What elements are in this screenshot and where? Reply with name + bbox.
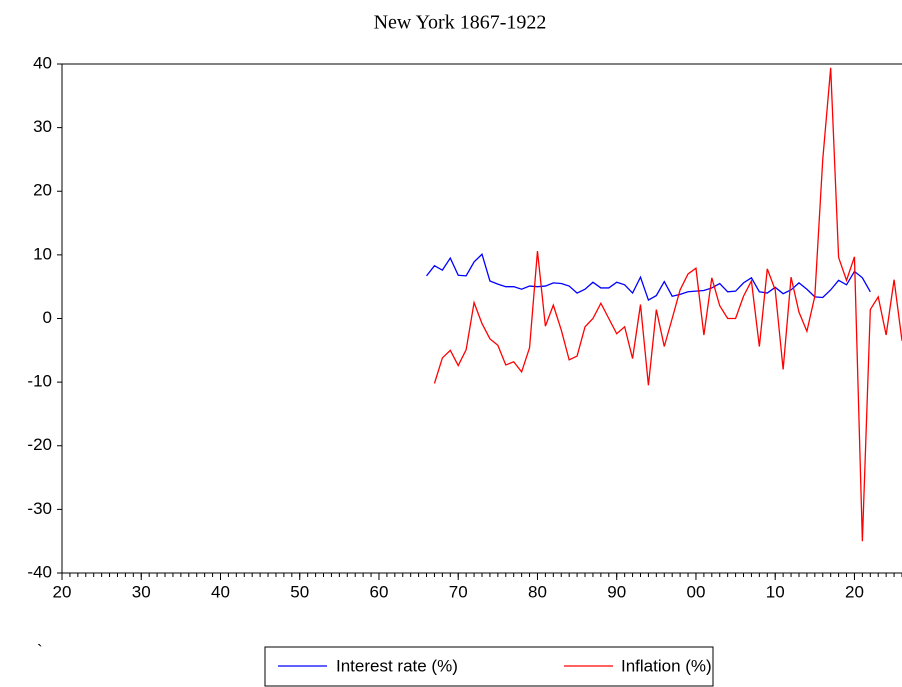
y-tick-label: 30 bbox=[33, 117, 52, 136]
x-tick-label: 30 bbox=[132, 582, 151, 601]
y-tick-label: -20 bbox=[27, 435, 52, 454]
x-tick-label: 00 bbox=[687, 582, 706, 601]
y-tick-label: 40 bbox=[33, 53, 52, 72]
x-tick-label: 50 bbox=[290, 582, 309, 601]
x-tick-label: 60 bbox=[370, 582, 389, 601]
y-tick-label: 10 bbox=[33, 244, 52, 263]
plot-area bbox=[426, 67, 902, 542]
legend-label: Inflation (%) bbox=[621, 656, 712, 675]
y-tick-label: -30 bbox=[27, 499, 52, 518]
x-tick-label: 40 bbox=[211, 582, 230, 601]
y-tick-label: -10 bbox=[27, 372, 52, 391]
x-tick-label: 90 bbox=[607, 582, 626, 601]
legend-label: Interest rate (%) bbox=[336, 656, 458, 675]
x-tick-label: 70 bbox=[449, 582, 468, 601]
annotation: ` bbox=[37, 641, 43, 660]
series-line bbox=[426, 253, 871, 301]
y-tick-label: 0 bbox=[43, 308, 52, 327]
y-tick-label: -40 bbox=[27, 562, 52, 581]
x-tick-label: 10 bbox=[766, 582, 785, 601]
legend-box bbox=[264, 646, 714, 687]
series-line bbox=[433, 67, 902, 542]
x-tick-label: 80 bbox=[528, 582, 547, 601]
y-tick-label: 20 bbox=[33, 181, 52, 200]
chart-title: New York 1867-1922 bbox=[374, 12, 547, 34]
x-tick-label: 20 bbox=[53, 582, 72, 601]
x-tick-label: 20 bbox=[845, 582, 864, 601]
